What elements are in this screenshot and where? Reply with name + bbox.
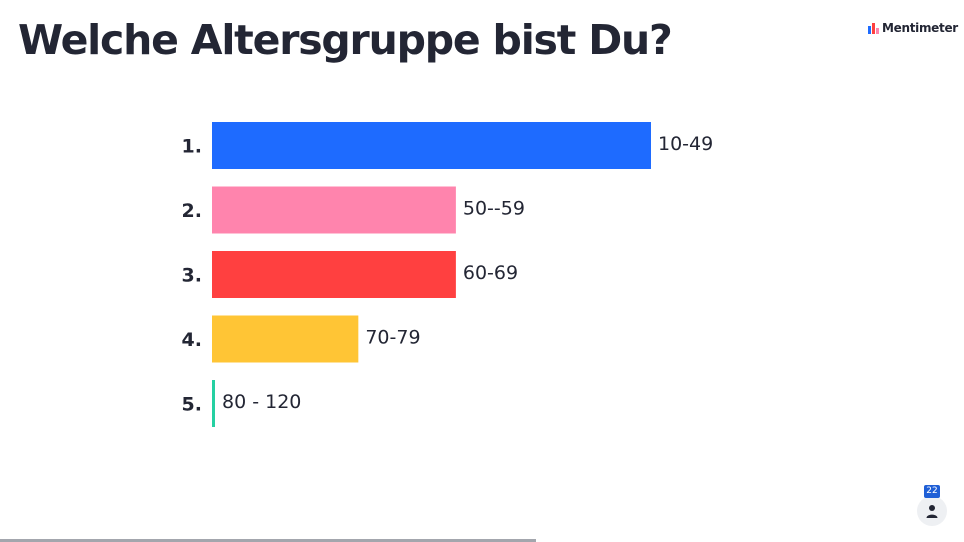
participant-count-badge: 22 <box>924 485 940 498</box>
person-icon <box>926 505 938 518</box>
bar-rank-3: 3. <box>182 265 202 287</box>
bar-2 <box>212 186 456 234</box>
bar-rank-2: 2. <box>182 200 202 222</box>
mentimeter-logo-icon <box>868 22 879 34</box>
participant-avatar[interactable] <box>917 496 947 526</box>
bar-label-1: 10-49 <box>658 133 713 155</box>
brand-logo: Mentimeter <box>868 21 958 35</box>
bar-5 <box>212 380 215 427</box>
bar-4 <box>212 315 359 363</box>
bar-rank-4: 4. <box>182 329 202 351</box>
bar-3 <box>212 251 456 298</box>
participants-indicator[interactable]: 22 <box>916 485 948 527</box>
bar-label-5: 80 - 120 <box>222 391 301 413</box>
bar-label-4: 70-79 <box>365 327 420 349</box>
presentation-progress-bar <box>0 539 536 542</box>
bar-label-3: 60-69 <box>463 262 518 284</box>
brand-name: Mentimeter <box>882 21 958 35</box>
bar-rank-5: 5. <box>182 394 202 416</box>
slide-title: Welche Altersgruppe bist Du? <box>18 16 673 64</box>
bar-label-2: 50--59 <box>463 198 525 220</box>
bar-1 <box>212 122 651 169</box>
bar-rank-1: 1. <box>182 136 202 158</box>
